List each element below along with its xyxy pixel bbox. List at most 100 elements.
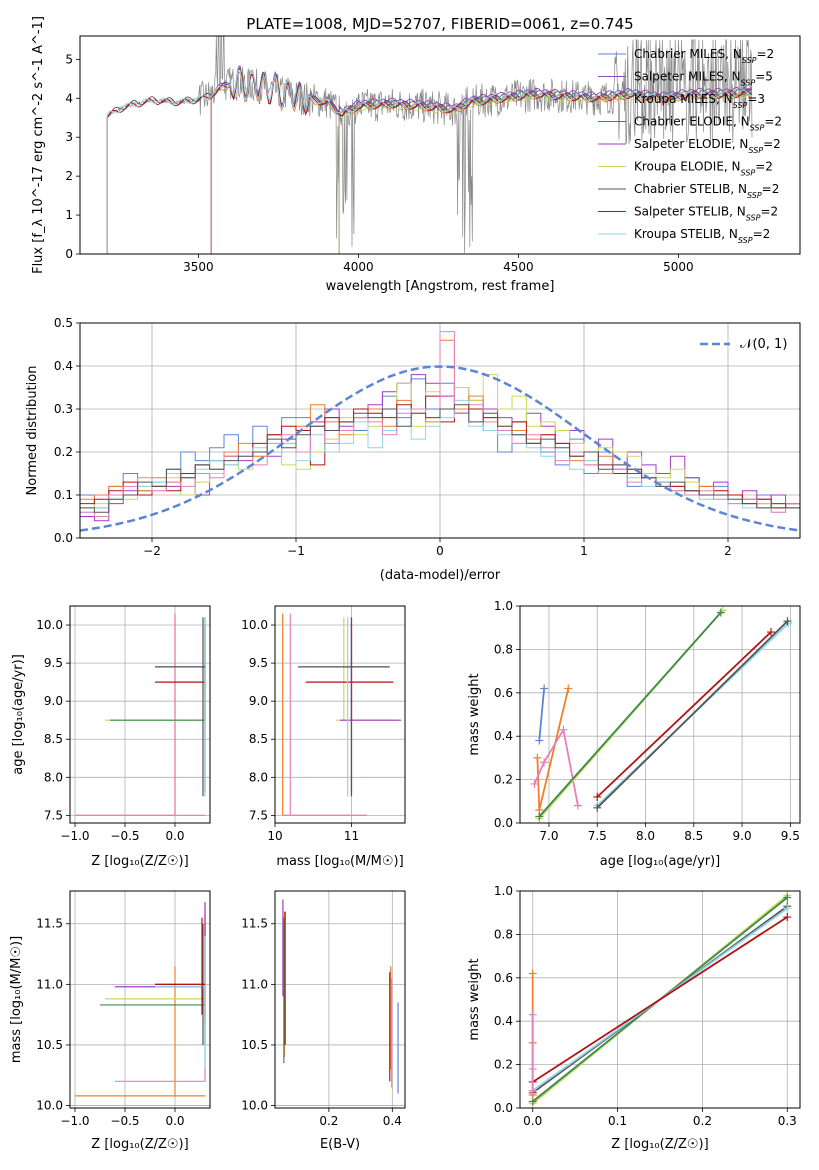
y-tick-label: 10.0 <box>36 618 63 632</box>
y-tick-label: 10.0 <box>36 1099 63 1113</box>
legend-label: Kroupa MILES, NSSP=3 <box>634 92 765 110</box>
y-axis-label: mass weight <box>467 958 482 1040</box>
y-tick-label: 0.8 <box>494 642 513 656</box>
axes-frame <box>274 890 406 1109</box>
weight-marker <box>535 736 544 745</box>
axes-frame <box>274 605 406 824</box>
x-tick-label: 0.2 <box>319 1114 338 1128</box>
x-tick-label: 5000 <box>663 260 694 274</box>
x-tick-label: −1.0 <box>60 829 89 843</box>
plot-area <box>528 891 792 1108</box>
x-axis-label: Z [log₁₀(Z/Z☉)] <box>91 854 188 869</box>
x-tick-label: 3500 <box>183 260 214 274</box>
y-tick-label: 0.3 <box>54 402 73 416</box>
x-tick-label: 0.1 <box>608 1114 627 1128</box>
y-tick-label: 10.0 <box>241 618 268 632</box>
legend-label: Salpeter MILES, NSSP=5 <box>634 70 773 88</box>
y-tick-label: 8.5 <box>249 732 268 746</box>
x-tick-label: 11 <box>344 829 359 843</box>
x-axis-label: wavelength [Angstrom, rest frame] <box>326 279 555 294</box>
model-line-kroupa-stelib <box>97 69 753 254</box>
weight-marker <box>783 617 792 626</box>
weight-marker <box>530 779 539 788</box>
x-tick-label: 1 <box>580 544 588 558</box>
plot-area <box>75 901 206 1097</box>
axes-frame <box>79 35 801 255</box>
x-tick-label: 4000 <box>343 260 374 274</box>
plot-area <box>97 36 753 254</box>
age-massweight-panel: 7.0 7.5 8.0 8.5 9.0 9.5 0.0 0.2 0.4 0.6 0.8 1.0 age … <box>467 599 801 869</box>
weight-marker <box>528 1010 537 1019</box>
weight-marker <box>767 628 776 637</box>
y-tick-label: 9.0 <box>249 694 268 708</box>
y-tick-label: 5 <box>65 52 73 66</box>
x-tick-label: 4500 <box>503 260 534 274</box>
y-tick-label: 0.2 <box>494 1058 513 1072</box>
y-tick-label: 0.4 <box>54 359 73 373</box>
y-tick-label: 9.5 <box>249 656 268 670</box>
y-tick-label: 4 <box>65 91 73 105</box>
axes-frame <box>69 890 211 1109</box>
legend-label: Chabrier ELODIE, NSSP=2 <box>634 115 782 133</box>
plot-area <box>282 613 402 816</box>
y-tick-label: 1.0 <box>494 599 513 613</box>
axes-frame <box>79 322 801 539</box>
y-tick-label: 1 <box>65 208 73 222</box>
y-tick-label: 0.0 <box>54 531 73 545</box>
weight-line <box>538 611 722 818</box>
weight-line <box>533 727 579 806</box>
y-tick-label: 0.5 <box>54 316 73 330</box>
spectrum-panel: 3500 4000 4500 5000 0 1 2 3 4 5 wavelength [Angstr… <box>31 16 801 294</box>
y-tick-label: 0.4 <box>494 1014 513 1028</box>
plot-area <box>282 899 399 1094</box>
histogram-step <box>80 331 800 517</box>
weight-marker <box>593 792 602 801</box>
x-tick-label: 9.5 <box>781 829 800 843</box>
y-tick-label: 7.5 <box>44 808 63 822</box>
legend-label: Salpeter ELODIE, NSSP=2 <box>634 137 781 155</box>
y-tick-label: 8.0 <box>44 770 63 784</box>
y-axis-label: mass [log₁₀(M/M☉)] <box>9 936 24 1063</box>
y-tick-label: 7.5 <box>249 808 268 822</box>
weight-line <box>538 688 545 741</box>
legend-label: Kroupa STELIB, NSSP=2 <box>634 227 770 245</box>
x-tick-label: −0.5 <box>110 1114 139 1128</box>
y-tick-label: 0.4 <box>494 729 513 743</box>
x-tick-label: 0.0 <box>165 829 184 843</box>
x-tick-label: 8.0 <box>636 829 655 843</box>
x-tick-label: −1.0 <box>60 1114 89 1128</box>
weight-marker <box>783 893 792 902</box>
weight-line <box>532 916 788 1083</box>
y-tick-label: 0 <box>65 247 73 261</box>
y-axis-label: age [log₁₀(age/yr)] <box>11 654 26 775</box>
mass-age-panel: 10 11 7.5 8.0 8.5 9.0 9.5 10.0 mass [log₁₀(M/M☉)… <box>241 605 406 869</box>
legend-label: 𝒩(0, 1) <box>740 337 787 352</box>
weight-marker <box>528 1064 537 1073</box>
y-axis-label: Normed distribution <box>25 366 40 496</box>
x-tick-label: 0.2 <box>693 1114 712 1128</box>
weight-marker <box>783 904 792 913</box>
metallicity-age-panel: −1.0 −0.5 0.0 7.5 8.0 8.5 9.0 9.5 10.0 Z [log₁₀(Z… <box>11 605 211 869</box>
spectrum-legend: Chabrier MILES, NSSP=2 Salpeter MILES, NS… <box>598 47 782 245</box>
legend-label: Salpeter STELIB, NSSP=2 <box>634 205 778 223</box>
y-tick-label: 11.0 <box>36 977 63 991</box>
legend-label: Chabrier MILES, NSSP=2 <box>634 47 774 65</box>
x-tick-label: 0.3 <box>778 1114 797 1128</box>
histogram-step <box>80 404 800 513</box>
weight-line <box>596 631 772 798</box>
axes-frame <box>519 605 801 824</box>
x-tick-label: 0.4 <box>383 1114 402 1128</box>
axes-frame <box>69 605 211 824</box>
x-tick-label: 10 <box>267 829 282 843</box>
y-tick-label: 0.8 <box>494 927 513 941</box>
weight-marker <box>593 803 602 812</box>
y-tick-label: 10.5 <box>36 1038 63 1052</box>
weight-marker <box>559 725 568 734</box>
plot-area <box>80 331 800 532</box>
metallicity-massweight-panel: 0.0 0.1 0.2 0.3 0.0 0.2 0.4 0.6 0.8 1.0 Z [log₁₀(Z… <box>467 884 801 1152</box>
y-tick-label: 0.2 <box>494 773 513 787</box>
residual-histogram-panel: −2 −1 0 1 2 0.0 0.1 0.2 0.3 0.4 0.5 (data-model)/er… <box>25 316 801 583</box>
y-tick-label: 3 <box>65 130 73 144</box>
plot-area <box>530 606 793 823</box>
